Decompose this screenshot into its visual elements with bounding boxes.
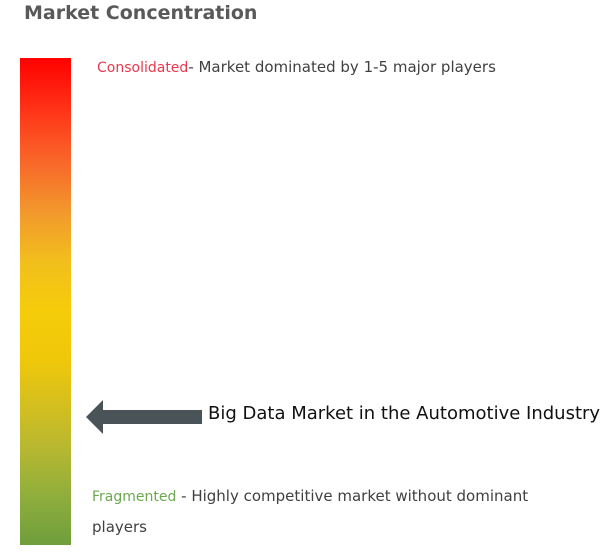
arrow-left-icon <box>86 400 202 434</box>
concentration-scale-bar <box>20 58 71 545</box>
consolidated-description: - Market dominated by 1-5 major players <box>188 58 496 76</box>
market-position-label: Big Data Market in the Automotive Indust… <box>208 403 601 424</box>
fragmented-description: - Highly competitive market without domi… <box>92 487 529 536</box>
fragmented-label: Fragmented <box>92 489 177 505</box>
fragmented-caption: Fragmented - Highly competitive market w… <box>92 481 562 542</box>
diagram-title: Market Concentration <box>24 2 258 24</box>
consolidated-label: Consolidated <box>97 60 189 76</box>
consolidated-caption: Consolidated- Market dominated by 1-5 ma… <box>97 58 496 76</box>
